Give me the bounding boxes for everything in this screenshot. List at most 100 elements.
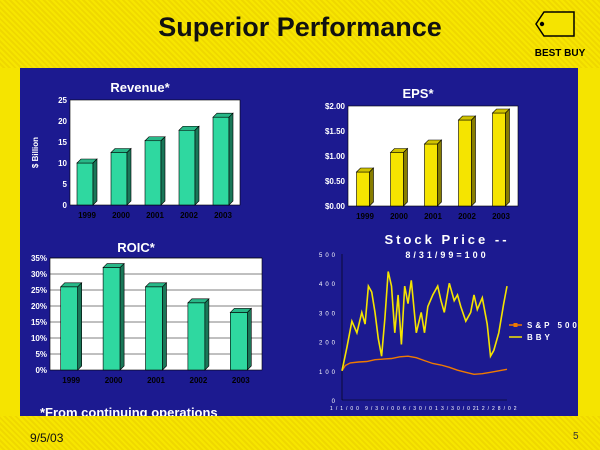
bar — [187, 298, 210, 371]
chart-title: Stock Price -- — [384, 232, 509, 247]
footer-band — [0, 416, 600, 450]
bar — [457, 115, 477, 207]
bar-front — [230, 312, 248, 371]
y-tick-label: 10 — [58, 159, 67, 168]
y-tick-label: 0 — [63, 201, 68, 210]
y-tick-label: 20 — [58, 117, 67, 126]
bar — [59, 282, 83, 371]
bar-front — [424, 143, 438, 207]
bar-side — [126, 147, 132, 206]
bar — [102, 262, 125, 371]
bar — [355, 167, 375, 207]
y-axis-label: $ Billion — [31, 137, 40, 168]
y-tick-label: 500 — [319, 253, 338, 259]
bar-front — [144, 140, 162, 206]
bar-side — [505, 108, 510, 207]
bar-side — [119, 262, 125, 371]
roic-chart: ROIC* 0% 5% 10% 15% 20% 25% 30% 35% 1999 2000 2001 2… — [31, 240, 263, 385]
x-tick-label: 2001 — [424, 212, 442, 221]
legend-item: S&P 500 — [509, 321, 580, 330]
y-tick-label: 10% — [31, 334, 47, 343]
y-tick-label: 35% — [31, 254, 47, 263]
x-tick-label: 2001 — [147, 376, 165, 385]
chart-subtitle: 8/31/99=100 — [405, 250, 488, 260]
legend-marker — [513, 323, 518, 327]
bar-side — [162, 282, 167, 371]
bar-front — [458, 119, 472, 207]
legend-label: BBY — [527, 333, 553, 342]
x-tick-label: 2002 — [458, 212, 476, 221]
y-tick-label: $0.00 — [325, 202, 346, 211]
bar — [76, 158, 98, 206]
x-tick-label: 2003 — [214, 211, 232, 220]
bar-front — [60, 286, 79, 371]
y-tick-label: 5 — [63, 180, 68, 189]
series-line-s-p-500 — [341, 355, 508, 376]
x-tick-label: 3/30/02 — [441, 406, 479, 412]
y-tick-label: 5% — [35, 350, 47, 359]
stock-price-chart: Stock Price -- 8/31/99=100 0 100 200 300 400 50… — [319, 232, 580, 412]
bar — [212, 112, 234, 206]
bar — [110, 147, 132, 206]
x-tick-label: 2003 — [492, 212, 510, 221]
bar-front — [356, 171, 370, 207]
x-tick-label: 1999 — [356, 212, 374, 221]
x-tick-label: 2000 — [112, 211, 130, 220]
y-tick-label: $2.00 — [325, 102, 346, 111]
x-tick-label: 2002 — [190, 376, 208, 385]
x-tick-label: 2001 — [146, 211, 164, 220]
bar-side — [369, 167, 374, 207]
bar — [491, 108, 511, 207]
x-tick-label: 6/30/01 — [403, 406, 441, 412]
x-tick-label: 2000 — [105, 376, 123, 385]
legend-item: BBY — [509, 333, 553, 342]
y-tick-label: 25 — [58, 96, 67, 105]
bar-side — [160, 136, 166, 206]
x-tick-label: 9/30/00 — [365, 406, 403, 412]
series-line-bby — [341, 271, 508, 371]
x-tick-label: 1/1/00 — [330, 406, 362, 412]
chart-title: ROIC* — [117, 240, 156, 255]
bar-side — [471, 115, 476, 207]
y-tick-label: 0% — [35, 366, 47, 375]
slide-title: Superior Performance — [158, 12, 442, 42]
bar-front — [102, 267, 121, 371]
bar-side — [77, 282, 83, 371]
bar — [389, 147, 409, 207]
eps-chart: EPS* $0.00 $0.50 $1.00 $1.50 $2.00 1999 2000 200… — [325, 86, 519, 221]
y-tick-label: 25% — [31, 286, 47, 295]
bar-side — [403, 147, 408, 207]
y-tick-label: 15 — [58, 138, 67, 147]
bar-front — [110, 152, 128, 206]
bar-front — [178, 129, 196, 206]
bar-side — [92, 158, 98, 206]
y-tick-label: 200 — [319, 341, 338, 347]
chart-title: EPS* — [402, 86, 434, 101]
y-tick-label: 15% — [31, 318, 47, 327]
bar — [178, 125, 200, 206]
legend-label: S&P 500 — [527, 321, 580, 330]
bar-front — [187, 302, 206, 371]
bar-front — [492, 112, 506, 207]
y-tick-label: $1.50 — [325, 127, 346, 136]
revenue-chart: Revenue* 0 5 10 15 20 25 $ Billion 1999 2000 2001 2… — [31, 80, 241, 220]
bar — [229, 307, 253, 371]
y-tick-label: $0.50 — [325, 177, 346, 186]
y-tick-label: 400 — [319, 282, 338, 288]
logo-text: BEST BUY — [535, 48, 586, 59]
bar-front — [76, 162, 94, 206]
y-tick-label: 0 — [332, 399, 338, 405]
header-band — [0, 0, 600, 68]
x-tick-label: 12/28/02 — [476, 406, 519, 412]
bar — [144, 282, 168, 371]
bar — [423, 139, 443, 207]
bar-front — [145, 286, 163, 371]
x-tick-label: 2002 — [180, 211, 198, 220]
best-buy-logo: BEST BUY — [535, 11, 586, 59]
bar-front — [212, 116, 230, 206]
bar-side — [204, 298, 210, 371]
slide-date: 9/5/03 — [30, 431, 64, 445]
price-tag-icon — [535, 11, 575, 37]
bar-side — [194, 125, 200, 206]
y-tick-label: 300 — [319, 311, 338, 317]
